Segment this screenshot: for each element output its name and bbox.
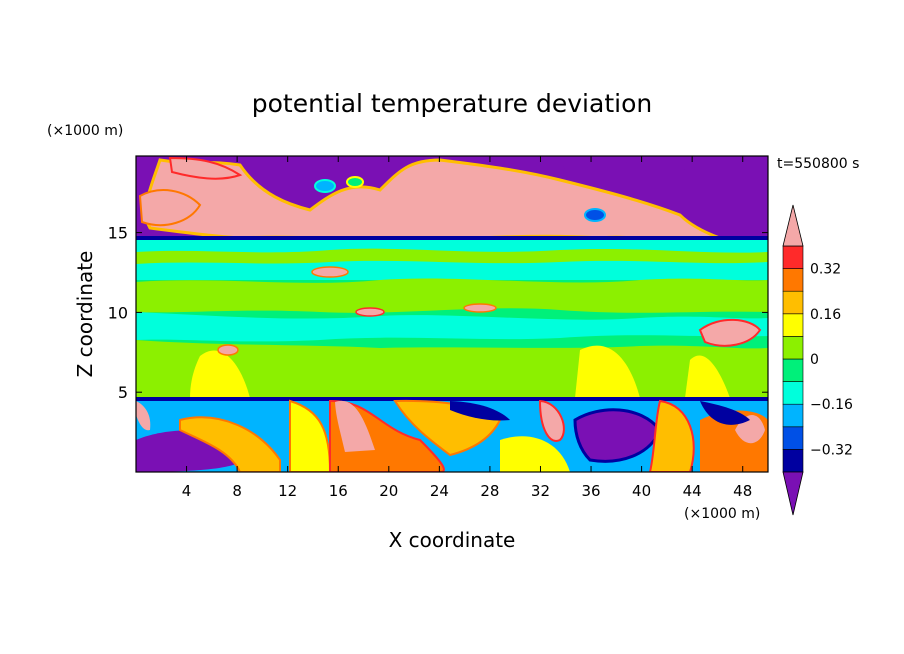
colorbar-bin: [782, 245, 804, 269]
y-tick-label: 15: [108, 224, 128, 243]
colorbar-over-arrow: [782, 204, 804, 247]
x-tick-label: 16: [329, 482, 348, 500]
colorbar-under-arrow: [782, 471, 804, 516]
colorbar-bin: [782, 426, 804, 450]
colorbar-tick-label: 0.16: [810, 307, 841, 323]
time-label: t=550800 s: [777, 156, 859, 172]
colorbar-tick-label: 0.32: [810, 262, 841, 278]
x-axis: 4 8 12 16 20 24 28 32 36 40 44 48: [182, 156, 752, 500]
x-tick-label: 12: [278, 482, 297, 500]
y-tick-label: 5: [118, 383, 128, 402]
y-tick-label: 10: [108, 303, 128, 322]
y-unit-label: (×1000 m): [47, 123, 123, 139]
x-tick-label: 24: [430, 482, 449, 500]
colorbar-bin: [782, 268, 804, 292]
y-axis-label: Z coordinate: [73, 251, 97, 378]
colorbar-bin: [782, 358, 804, 382]
heatmap-field: [136, 156, 768, 472]
colorbar-tick-label: −0.32: [810, 442, 853, 458]
colorbar: 0.32 0.16 0 −0.16 −0.32: [782, 204, 853, 516]
x-unit-label: (×1000 m): [684, 506, 760, 522]
colorbar-bin: [782, 336, 804, 360]
x-tick-label: 32: [531, 482, 550, 500]
colorbar-bin: [782, 290, 804, 315]
colorbar-bin: [782, 313, 804, 337]
x-tick-label: 8: [232, 482, 242, 500]
colorbar-bin: [782, 381, 804, 405]
x-tick-label: 44: [683, 482, 702, 500]
x-tick-label: 40: [632, 482, 651, 500]
x-tick-label: 28: [480, 482, 499, 500]
x-tick-label: 48: [733, 482, 752, 500]
x-tick-label: 4: [182, 482, 192, 500]
x-tick-label: 36: [581, 482, 600, 500]
colorbar-tick-label: −0.16: [810, 397, 853, 413]
colorbar-tick-label: 0: [810, 352, 819, 368]
y-axis: 5 10 15: [108, 224, 768, 402]
plot-frame: [135, 155, 769, 473]
colorbar-bin: [782, 403, 804, 428]
x-axis-label: X coordinate: [389, 528, 516, 552]
x-tick-label: 20: [379, 482, 398, 500]
chart-title: potential temperature deviation: [252, 89, 652, 118]
colorbar-bin: [782, 449, 804, 473]
